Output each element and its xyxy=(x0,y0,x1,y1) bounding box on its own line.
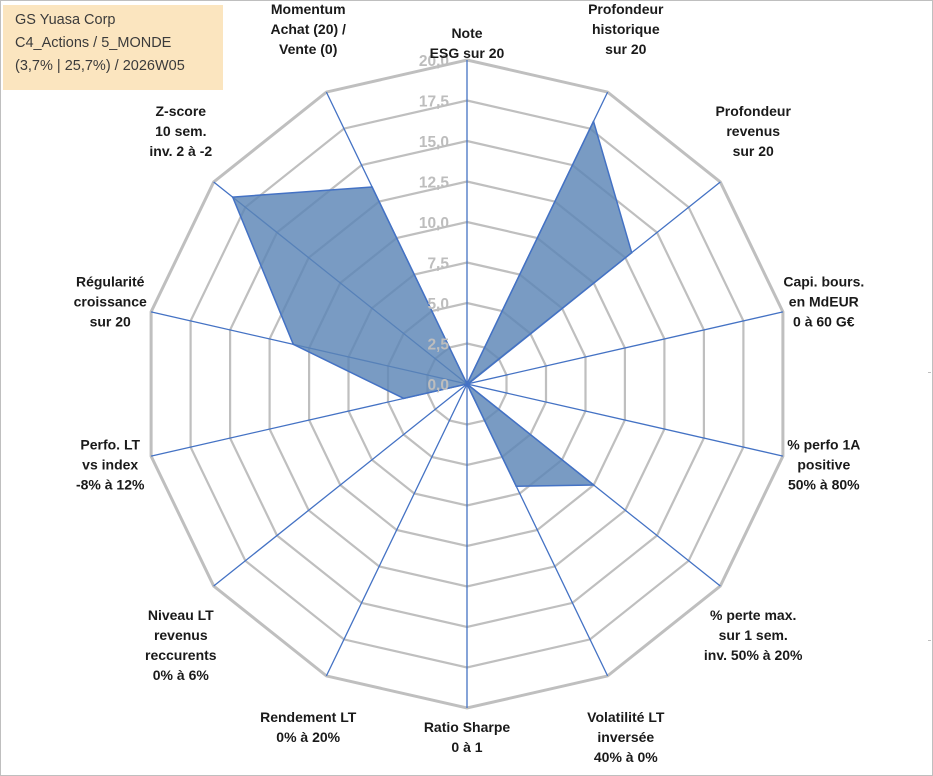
axis-label-line: inv. 2 à -2 xyxy=(149,143,212,159)
edge-mark xyxy=(928,372,931,373)
axis-label-line: Régularité xyxy=(76,274,145,290)
axis-label-line: Achat (20) / xyxy=(270,21,346,37)
axis-label-line: % perfo 1A xyxy=(787,436,860,452)
axis-label-line: 0% à 6% xyxy=(153,667,210,683)
axis-label-line: 10 sem. xyxy=(155,123,206,139)
axis-label-line: % perte max. xyxy=(710,607,796,623)
axis-label: Ratio Sharpe 0 à 1 xyxy=(424,719,511,755)
axis-label-line: Niveau LT xyxy=(148,607,214,623)
axis-label-line: sur 20 xyxy=(733,143,774,159)
axis-label-line: sur 20 xyxy=(605,41,646,57)
axis-label-line: revenus xyxy=(726,123,780,139)
portfolio-category: C4_Actions / 5_MONDE xyxy=(15,35,172,51)
axis-spoke xyxy=(325,383,468,677)
data-point xyxy=(371,186,373,188)
axis-label: % perte max. sur 1 sem. inv. 50% à 20% xyxy=(704,607,803,663)
axis-label-line: Capi. bours. xyxy=(783,274,864,290)
data-point xyxy=(292,343,295,346)
axis-label-line: Perfo. LT xyxy=(80,436,140,452)
axis-label-line: 0 à 1 xyxy=(451,739,482,755)
tick-label: 5,0 xyxy=(427,296,449,313)
axis-label: Niveau LT revenus reccurents 0% à 6% xyxy=(145,607,217,683)
axis-label: Profondeur revenus sur 20 xyxy=(715,103,791,159)
axis-spoke xyxy=(466,383,784,457)
edge-mark xyxy=(928,640,931,641)
axis-spoke xyxy=(466,311,784,385)
axis-label-line: Profondeur xyxy=(588,1,664,17)
axis-label-line: sur 20 xyxy=(90,314,131,330)
data-point xyxy=(630,251,633,254)
data-point xyxy=(403,397,405,400)
axis-label-line: 50% à 80% xyxy=(788,476,860,492)
axis-label: Capi. bours. en MdEUR 0 à 60 G€ xyxy=(783,274,864,330)
axis-label-line: 40% à 0% xyxy=(594,749,658,765)
company-name: GS Yuasa Corp xyxy=(15,12,116,28)
axis-label-line: positive xyxy=(797,456,850,472)
axis-label-line: Vente (0) xyxy=(279,41,337,57)
axis-label: Volatilité LT inversée 40% à 0% xyxy=(587,709,665,765)
performance-week: (3,7% | 25,7%) / 2026W05 xyxy=(15,58,185,74)
axis-label: Perfo. LT vs index -8% à 12% xyxy=(76,436,145,492)
tick-label: 20,0 xyxy=(419,53,449,70)
tick-label: 17,5 xyxy=(419,94,450,111)
info-box: GS Yuasa Corp C4_Actions / 5_MONDE (3,7%… xyxy=(3,5,223,90)
tick-label: 10,0 xyxy=(419,215,449,232)
axis-label: Régularité croissance sur 20 xyxy=(74,274,147,330)
axis-label-line: reccurents xyxy=(145,647,217,663)
axis-label: Profondeur historique sur 20 xyxy=(588,1,664,57)
axis-label-line: ESG sur 20 xyxy=(430,45,505,61)
radar-tick-labels: 0,0 2,5 5,0 7,5 10,0 12,5 15,0 17,5 20,0 xyxy=(419,53,450,394)
axis-label-line: en MdEUR xyxy=(789,294,859,310)
axis-label-line: vs index xyxy=(82,456,138,472)
axis-label: Rendement LT 0% à 20% xyxy=(260,709,357,745)
data-point xyxy=(231,196,234,198)
axis-label-line: Ratio Sharpe xyxy=(424,719,511,735)
tick-label: 2,5 xyxy=(427,337,449,354)
radar-axis-labels: Note ESG sur 20 Profondeur historique sur 20… xyxy=(74,1,865,765)
tick-label: 12,5 xyxy=(419,175,450,192)
axis-label-line: 0 à 60 G€ xyxy=(793,314,855,330)
axis-label: Momentum Achat (20) / Vente (0) xyxy=(270,1,346,57)
tick-label: 0,0 xyxy=(427,377,449,394)
radar-series xyxy=(231,120,633,488)
axis-label: % perfo 1A positive 50% à 80% xyxy=(787,436,860,492)
axis-label-line: Z-score xyxy=(156,103,207,119)
axis-label-line: -8% à 12% xyxy=(76,476,145,492)
axis-label-line: 0% à 20% xyxy=(276,729,340,745)
axis-label-line: Momentum xyxy=(271,1,346,17)
data-point xyxy=(467,382,470,385)
axis-label-line: inversée xyxy=(597,729,654,745)
axis-label: Note ESG sur 20 xyxy=(430,25,505,61)
axis-label-line: Profondeur xyxy=(715,103,791,119)
axis-label-line: Rendement LT xyxy=(260,709,357,725)
axis-spoke xyxy=(213,383,468,587)
axis-label-line: croissance xyxy=(74,294,147,310)
axis-label-line: sur 1 sem. xyxy=(719,627,788,643)
tick-label: 15,0 xyxy=(419,134,449,151)
axis-label-line: revenus xyxy=(154,627,208,643)
axis-label-line: historique xyxy=(592,21,660,37)
axis-label-line: inv. 50% à 20% xyxy=(704,647,803,663)
axis-label: Z-score 10 sem. inv. 2 à -2 xyxy=(149,103,212,159)
axis-label-line: Volatilité LT xyxy=(587,709,665,725)
tick-label: 7,5 xyxy=(427,256,449,273)
data-point xyxy=(592,120,595,123)
data-point xyxy=(592,484,595,486)
axis-label-line: Note xyxy=(451,25,482,41)
data-point xyxy=(515,485,517,488)
data-point xyxy=(466,383,468,385)
